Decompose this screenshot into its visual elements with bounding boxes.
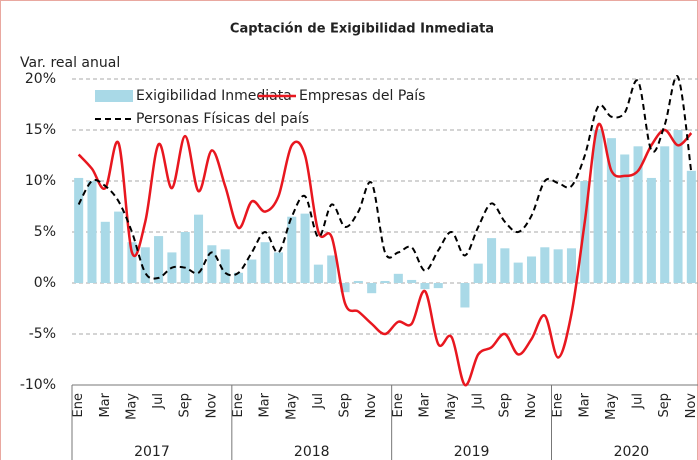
x-tick-label: Jul	[631, 393, 646, 410]
bar	[620, 154, 630, 283]
y-tick-label: 10%	[25, 173, 56, 189]
bar	[673, 130, 683, 283]
x-tick-label: Mar	[258, 392, 273, 417]
year-label: 2019	[454, 444, 490, 460]
y-tick-label: 0%	[34, 275, 56, 291]
x-tick-label: Ene	[231, 393, 246, 417]
legend-swatch	[95, 90, 133, 102]
x-tick-label: May	[444, 393, 459, 420]
x-tick-label: Jul	[311, 393, 326, 410]
bar	[233, 272, 244, 283]
x-tick-label: Nov	[364, 393, 379, 419]
bar	[87, 181, 97, 283]
x-tick-label: May	[604, 393, 619, 420]
x-tick-label: May	[284, 393, 299, 420]
bar	[100, 221, 110, 283]
legend-label: Empresas del País	[299, 88, 425, 104]
bar	[180, 232, 190, 283]
bar	[473, 263, 483, 283]
y-tick-label: 5%	[34, 224, 56, 240]
bar	[646, 177, 656, 283]
y-tick-label: -5%	[29, 326, 56, 342]
x-tick-label: Ene	[551, 393, 566, 417]
legend-label: Exigibilidad Inmediata	[136, 88, 292, 104]
bar	[247, 259, 257, 283]
legend-label: Personas Físicas del país	[136, 111, 309, 127]
year-label: 2017	[134, 444, 170, 460]
line	[77, 122, 693, 387]
bar	[273, 252, 283, 283]
bar	[340, 283, 350, 293]
bar	[633, 146, 643, 283]
bar	[140, 247, 150, 283]
bar	[526, 256, 537, 283]
bar	[420, 283, 430, 290]
y-axis-label: Var. real anual	[20, 55, 120, 71]
x-tick-label: Sep	[657, 393, 672, 418]
bar	[327, 255, 337, 283]
bar	[220, 249, 230, 283]
bar	[580, 181, 590, 283]
x-tick-label: Sep	[497, 393, 512, 418]
x-tick-label: Nov	[204, 393, 219, 419]
bar	[207, 245, 217, 283]
bar	[287, 216, 297, 283]
year-label: 2020	[614, 444, 650, 460]
x-tick-label: Nov	[684, 393, 698, 419]
bar	[540, 247, 550, 283]
x-tick-label: Jul	[151, 393, 166, 410]
bar	[460, 283, 470, 308]
bar	[407, 279, 417, 283]
x-tick-label: Nov	[524, 393, 539, 419]
bar	[260, 242, 270, 283]
bar	[300, 213, 310, 283]
x-tick-label: Mar	[98, 392, 113, 417]
bar	[127, 242, 137, 283]
x-tick-label: Ene	[71, 393, 86, 417]
bar	[487, 238, 497, 283]
x-tick-label: May	[124, 393, 139, 420]
bar	[367, 283, 377, 294]
bar	[500, 248, 510, 283]
y-tick-label: 15%	[25, 122, 56, 138]
x-tick-label: Mar	[577, 392, 592, 417]
x-tick-label: Sep	[338, 393, 353, 418]
bar	[593, 130, 603, 283]
bar	[553, 249, 563, 283]
y-tick-label: -10%	[20, 377, 56, 393]
bar	[433, 283, 443, 289]
bar	[393, 273, 403, 283]
bar	[660, 146, 670, 283]
bar	[606, 138, 616, 283]
x-tick-label: Jul	[471, 393, 486, 410]
bar	[686, 170, 696, 283]
bar	[566, 248, 576, 283]
x-tick-label: Mar	[417, 392, 432, 417]
bar	[513, 262, 523, 283]
y-tick-label: 20%	[25, 71, 56, 87]
year-label: 2018	[294, 444, 330, 460]
chart-title: Captación de Exigibilidad Inmediata	[230, 22, 494, 37]
bar	[194, 214, 204, 283]
bar	[154, 236, 164, 283]
bar	[380, 280, 390, 283]
bar	[114, 211, 124, 283]
bar	[353, 280, 363, 283]
line	[77, 75, 693, 280]
bar	[74, 177, 84, 283]
x-tick-label: Sep	[178, 393, 193, 418]
x-tick-label: Ene	[391, 393, 406, 417]
bar	[313, 264, 323, 283]
